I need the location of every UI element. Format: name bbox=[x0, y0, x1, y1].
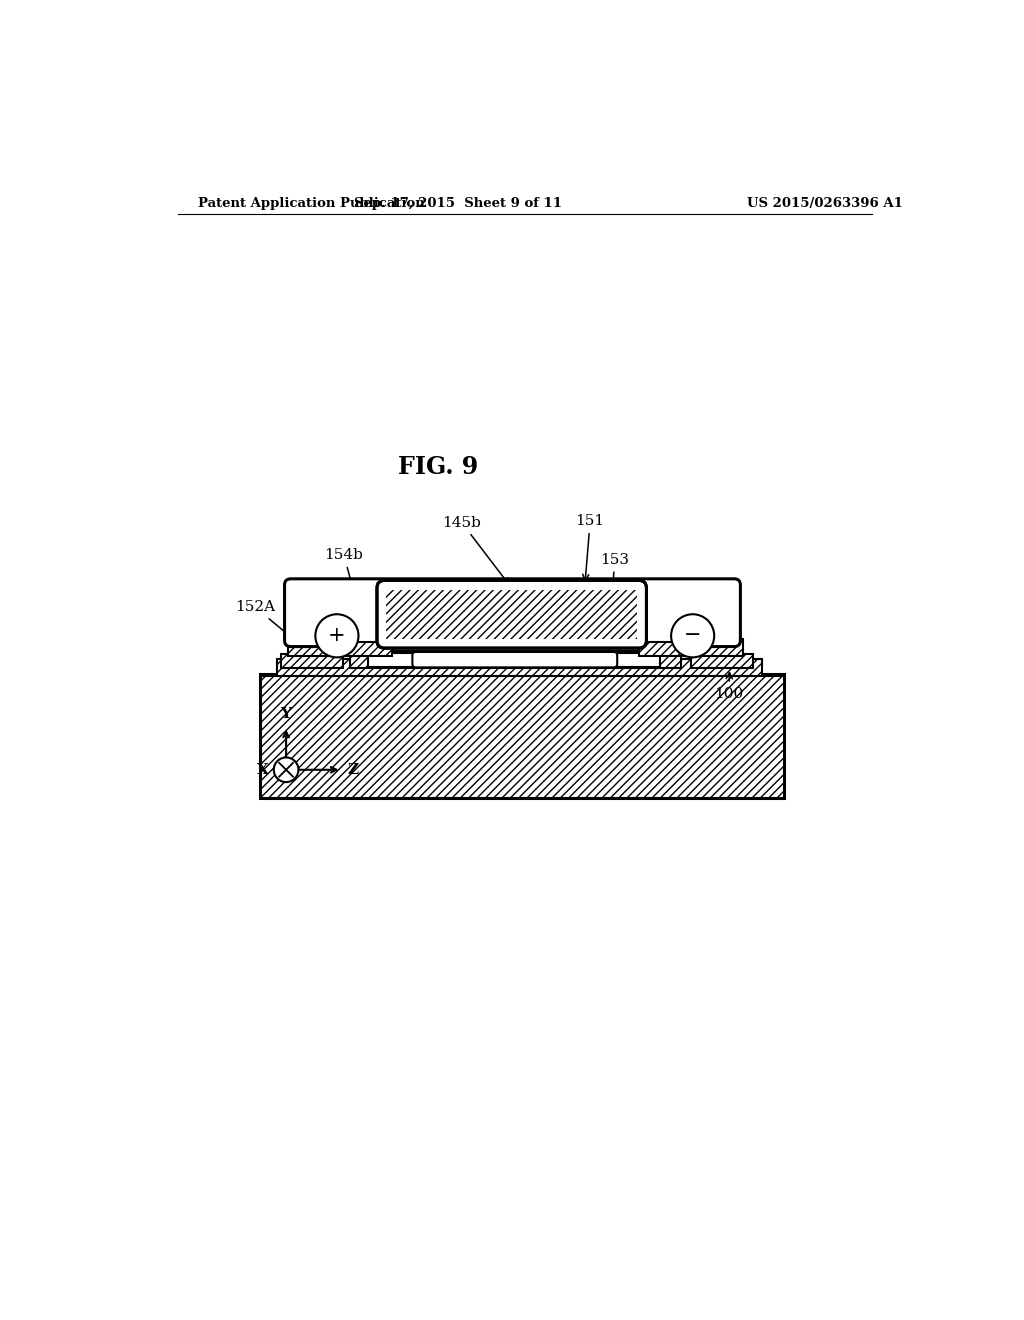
Text: +: + bbox=[328, 626, 346, 645]
Bar bbox=[386, 590, 637, 639]
Bar bbox=[691, 655, 753, 668]
FancyBboxPatch shape bbox=[285, 579, 740, 647]
Text: 152A: 152A bbox=[236, 601, 303, 647]
Bar bbox=[692, 639, 742, 656]
Text: 145b: 145b bbox=[442, 516, 509, 585]
Bar bbox=[260, 675, 783, 797]
Text: FIG. 9: FIG. 9 bbox=[398, 455, 478, 479]
Text: US 2015/0263396 A1: US 2015/0263396 A1 bbox=[746, 197, 902, 210]
Circle shape bbox=[315, 614, 358, 657]
Bar bbox=[282, 655, 343, 668]
Text: −: − bbox=[684, 626, 701, 645]
Text: 100: 100 bbox=[714, 673, 743, 701]
Text: 153: 153 bbox=[600, 553, 630, 607]
FancyBboxPatch shape bbox=[377, 581, 646, 648]
Text: Y: Y bbox=[281, 706, 292, 721]
Text: 151: 151 bbox=[575, 513, 605, 581]
Bar bbox=[276, 659, 762, 676]
FancyBboxPatch shape bbox=[413, 652, 617, 668]
Text: Patent Application Publication: Patent Application Publication bbox=[198, 197, 424, 210]
Circle shape bbox=[671, 614, 714, 657]
Bar bbox=[288, 639, 338, 656]
Bar bbox=[368, 653, 660, 667]
Text: Sep. 17, 2015  Sheet 9 of 11: Sep. 17, 2015 Sheet 9 of 11 bbox=[354, 197, 562, 210]
Text: 154b: 154b bbox=[325, 548, 364, 616]
Bar bbox=[346, 642, 392, 656]
Bar bbox=[639, 642, 685, 656]
Text: X: X bbox=[257, 763, 269, 776]
Bar bbox=[260, 673, 783, 677]
Text: Z: Z bbox=[348, 763, 358, 776]
Bar bbox=[350, 651, 681, 668]
Text: 152B: 152B bbox=[689, 601, 730, 649]
Circle shape bbox=[273, 758, 298, 781]
